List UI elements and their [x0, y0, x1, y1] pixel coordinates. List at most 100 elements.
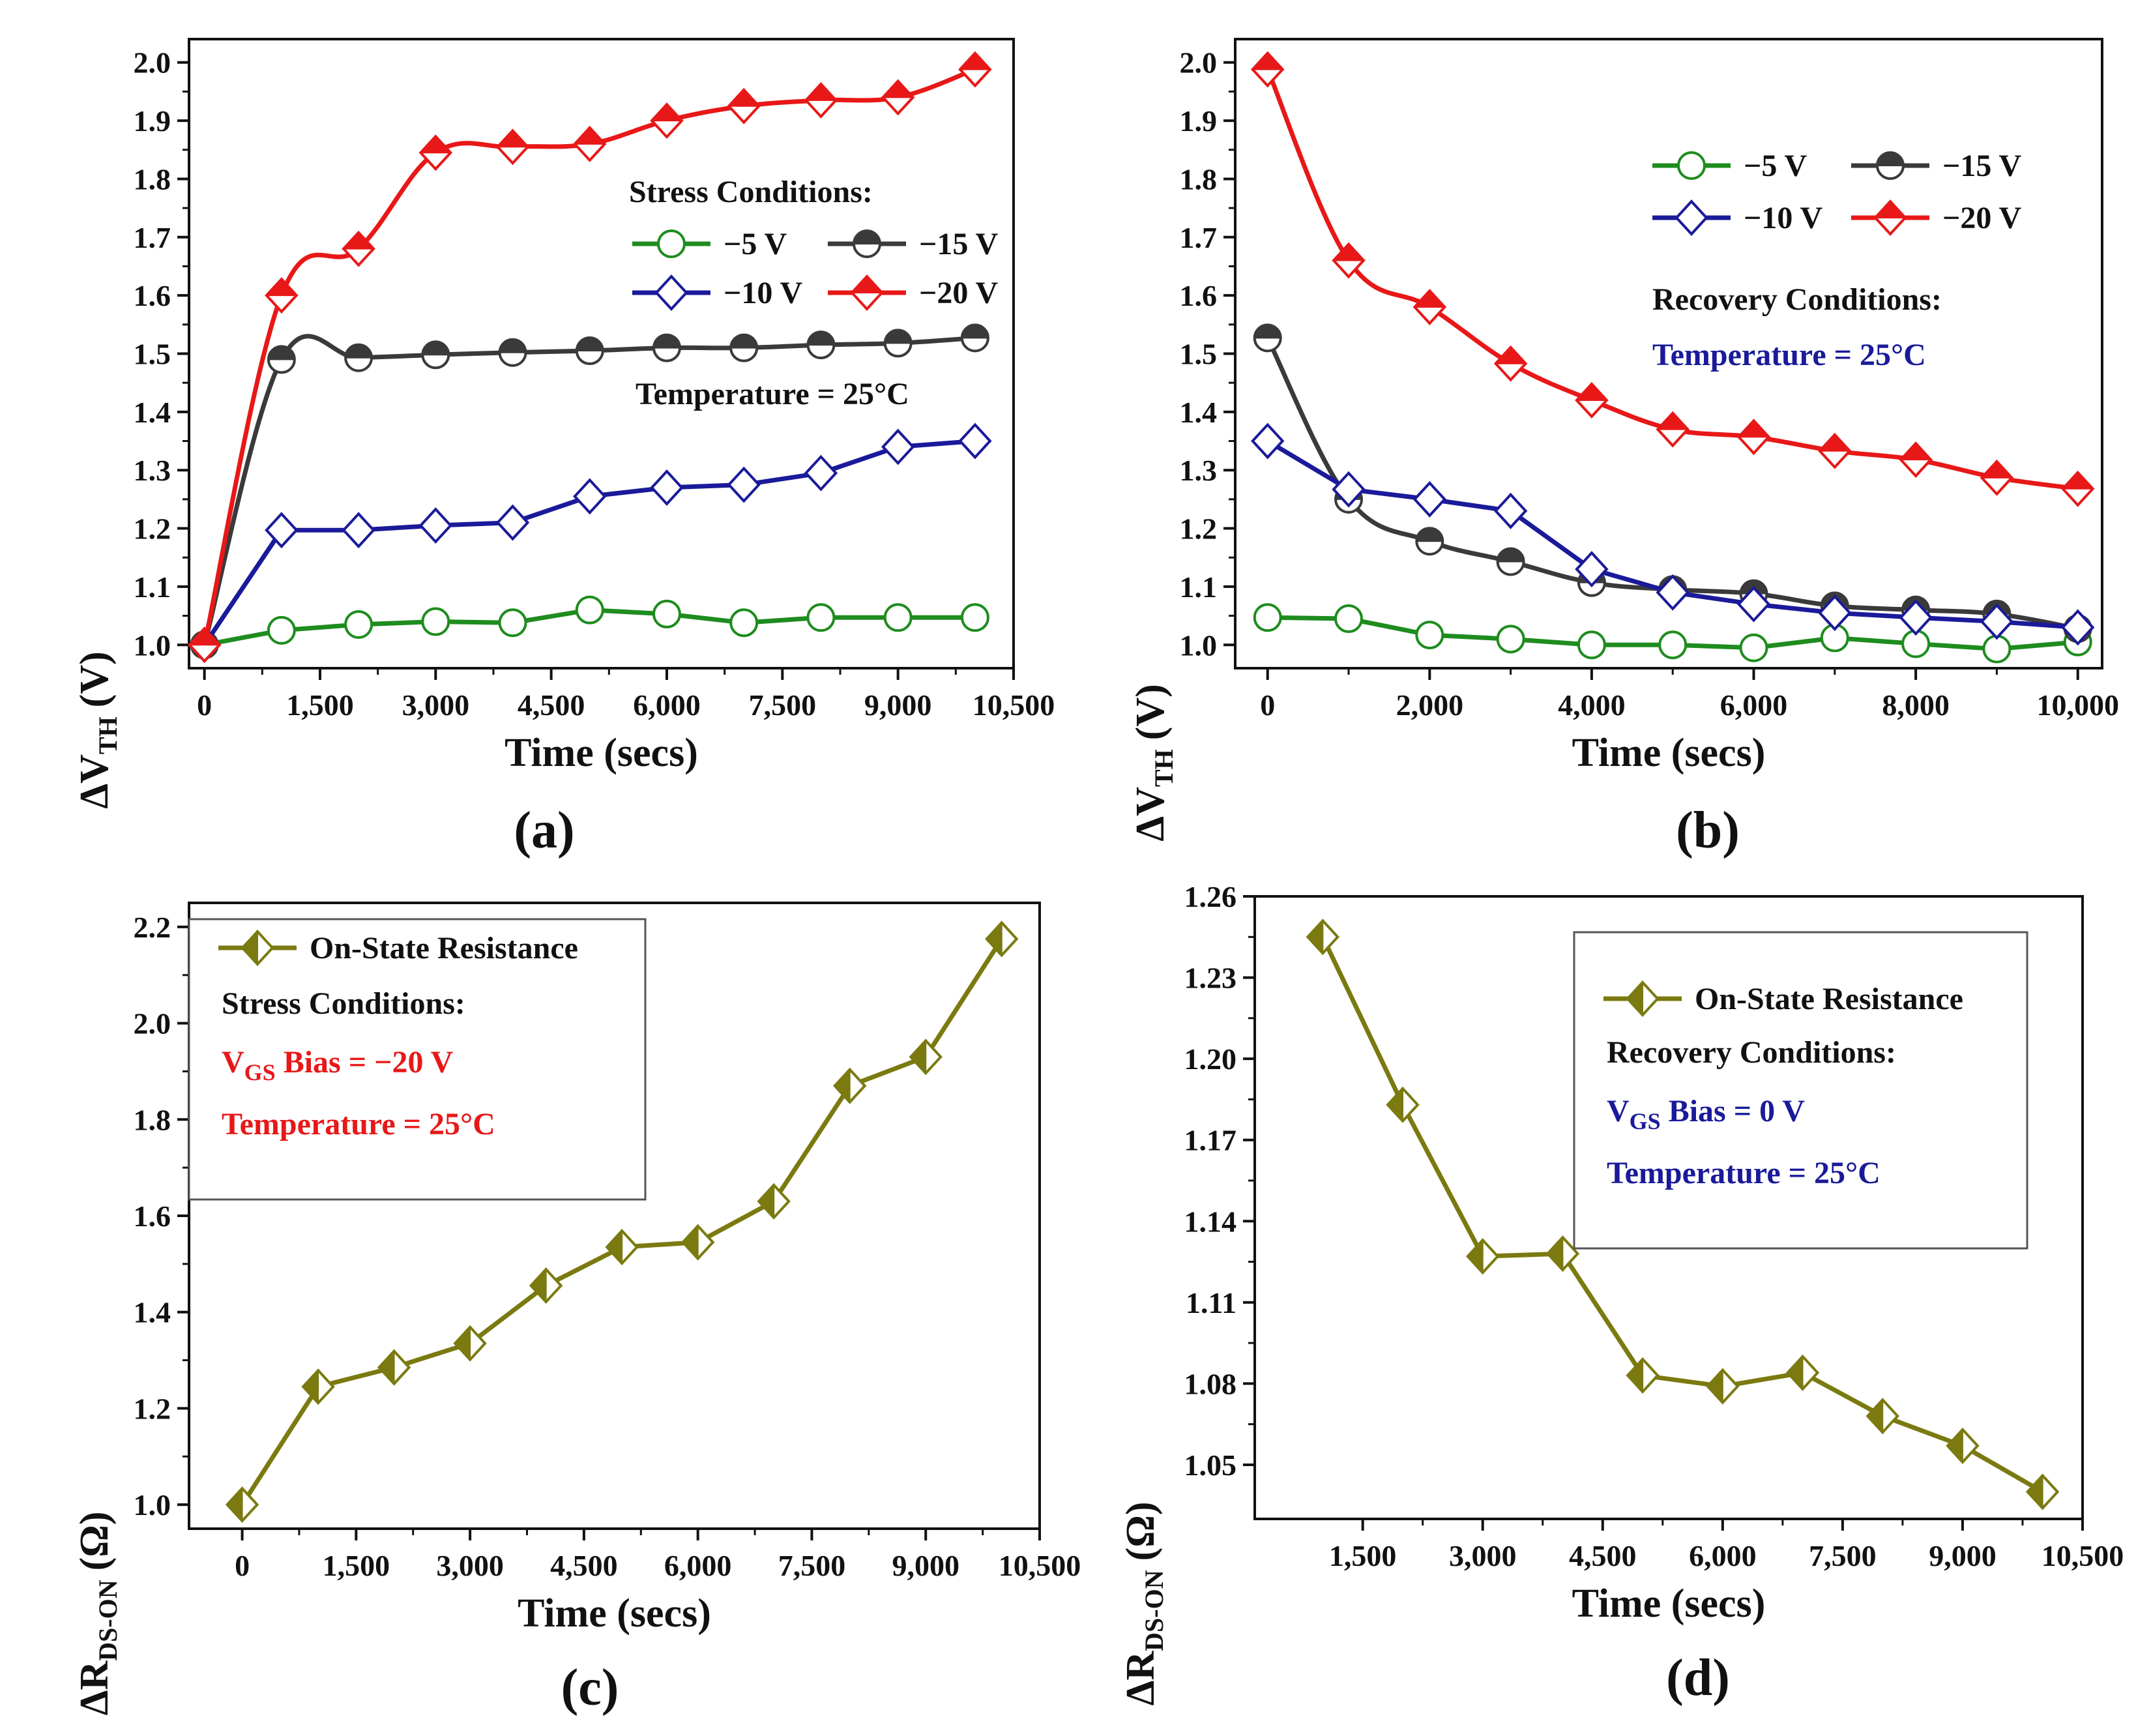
data-point-s2-9-fill [807, 331, 835, 346]
data-point-s1-2 [267, 615, 296, 645]
legend-label-1: −5 V [1744, 149, 1807, 183]
y-tick-label: 1.8 [134, 162, 171, 196]
x-tick-label: 0 [235, 1549, 250, 1582]
data-point-s1-7 [1739, 633, 1768, 662]
data-point-s1-6 [575, 595, 604, 625]
legend-marker-2-fill [1876, 152, 1905, 166]
y-tick-label: 2.0 [134, 46, 171, 80]
y-axis-title-sub: TH [1149, 749, 1178, 787]
x-tick-label: 10,500 [999, 1549, 1081, 1582]
data-point-s3-9 [1899, 599, 1933, 636]
data-point-s2-11-fill [961, 324, 989, 339]
data-point-s2-8-fill [730, 334, 758, 349]
note-rest: Bias = −20 V [276, 1045, 454, 1080]
y-tick-label: 1.2 [1180, 512, 1218, 546]
data-point-s3-10 [881, 428, 915, 465]
data-point-s3-4 [418, 507, 453, 544]
legend-title: Stress Conditions: [222, 986, 465, 1021]
data-point-s1-5 [498, 608, 527, 638]
data-point-s4-8-fill [727, 89, 761, 107]
note-1: VGS Bias = 0 V [1607, 1094, 1805, 1134]
y-tick-label: 2.2 [134, 911, 171, 944]
x-tick-label: 4,000 [1558, 688, 1626, 722]
series-line-1 [1321, 935, 2044, 1494]
y-tick-label: 1.08 [1184, 1367, 1237, 1400]
x-tick-label: 4,500 [518, 688, 585, 722]
x-axis-title: Time (secs) [1572, 731, 1766, 775]
data-point-s1-10-fill [909, 1038, 927, 1075]
x-tick-label: 1,500 [1329, 1539, 1397, 1572]
data-point-s1-7-fill [1787, 1355, 1804, 1391]
y-tick-label: 1.2 [134, 1392, 171, 1425]
data-point-s1-3 [344, 610, 373, 639]
data-point-s1-4 [1496, 625, 1525, 654]
data-point-s3-6 [573, 478, 607, 515]
legend-label-3: −10 V [1744, 201, 1822, 235]
plot-frame [1253, 895, 2084, 1520]
y-tick-label: 1.8 [134, 1103, 171, 1136]
data-point-s1-8 [729, 608, 759, 638]
y-tick-label: 1.4 [1180, 396, 1218, 429]
data-point-s3-6 [1656, 574, 1690, 611]
data-point-s1-11 [960, 603, 989, 632]
data-point-s1-2-fill [302, 1368, 319, 1405]
data-point-s4-2-fill [1332, 243, 1366, 261]
x-tick-label: 3,000 [1449, 1539, 1517, 1572]
data-point-s4-10-fill [1980, 460, 2013, 478]
y-tick-label: 1.23 [1184, 962, 1237, 995]
x-tick-label: 0 [197, 688, 212, 722]
y-tick-label: 1.9 [134, 104, 171, 138]
legend-label-1: On-State Resistance [1695, 982, 1963, 1016]
data-point-s4-3-fill [342, 231, 375, 250]
data-point-s4-5-fill [1575, 383, 1609, 401]
y-axis-title: ΔRDS-ON (Ω) [1119, 1501, 1169, 1705]
legend-label-4: −20 V [1942, 201, 2021, 235]
data-point-s1-10-fill [2027, 1473, 2043, 1510]
y-tick-label: 1.0 [134, 628, 171, 662]
data-point-s4-9-fill [1899, 442, 1933, 461]
x-tick-label: 9,000 [892, 1549, 959, 1582]
y-axis-title-main: ΔV [72, 754, 117, 809]
y-tick-label: 1.4 [134, 396, 171, 429]
x-tick-label: 3,000 [402, 688, 470, 722]
data-point-s3-8 [1818, 595, 1852, 632]
data-point-s1-4 [421, 607, 450, 636]
data-point-s2-2-fill [267, 346, 295, 360]
y-tick-label: 1.20 [1184, 1042, 1237, 1076]
y-tick-label: 1.6 [1180, 279, 1218, 312]
data-point-s1-4-fill [1547, 1235, 1564, 1272]
x-tick-label: 7,500 [778, 1549, 846, 1582]
legend-label-1: −5 V [724, 227, 787, 261]
y-axis-title-unit: (Ω) [72, 1511, 117, 1570]
note-sub: GS [1630, 1108, 1661, 1134]
y-tick-label: 1.2 [134, 512, 171, 546]
legend-label-2: −15 V [1942, 149, 2021, 183]
data-point-s1-8-fill [1866, 1398, 1884, 1434]
y-tick-label: 1.17 [1184, 1124, 1237, 1157]
x-tick-label: 0 [1260, 688, 1275, 722]
data-point-s1-1 [1253, 603, 1282, 632]
y-axis-title-unit: (Ω) [1119, 1501, 1163, 1561]
x-tick-label: 4,500 [1569, 1539, 1637, 1572]
legend-marker-1 [1677, 151, 1706, 180]
y-tick-label: 1.0 [1180, 628, 1218, 662]
x-tick-label: 4,500 [550, 1549, 618, 1582]
note-1: Temperature = 25°C [636, 377, 909, 411]
data-point-s1-1-fill [1306, 919, 1324, 955]
y-tick-label: 1.11 [1186, 1286, 1236, 1319]
x-axis-title: Time (secs) [518, 1591, 711, 1636]
data-point-s4-5-fill [496, 129, 529, 148]
data-point-s3-3 [342, 512, 375, 549]
data-point-s4-8-fill [1818, 434, 1852, 452]
data-point-s3-7 [1736, 585, 1771, 623]
y-tick-label: 1.8 [1180, 162, 1218, 196]
x-tick-label: 9,000 [1929, 1539, 1997, 1572]
y-tick-label: 1.0 [134, 1488, 171, 1522]
note-2: Temperature = 25°C [1607, 1156, 1880, 1190]
legend-marker-4-fill [1873, 200, 1907, 218]
data-point-s4-3-fill [1413, 289, 1446, 308]
data-point-s3-2 [265, 512, 299, 549]
data-point-s4-10-fill [881, 80, 915, 98]
data-point-s1-3-fill [378, 1349, 395, 1386]
y-tick-label: 1.26 [1184, 880, 1237, 913]
